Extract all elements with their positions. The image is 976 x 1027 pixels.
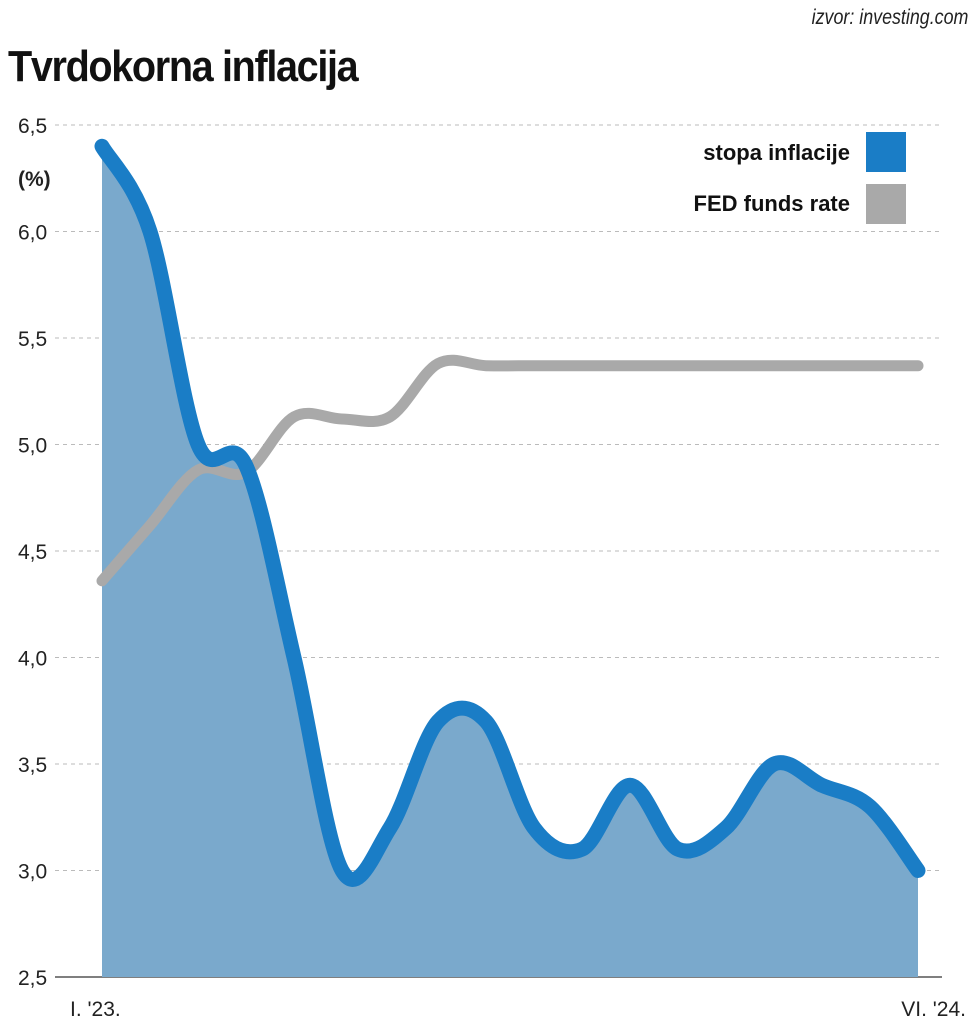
source-note: izvor: investing.com	[811, 6, 968, 29]
x-label-start: I. '23.	[70, 998, 121, 1021]
y-tick-label: 3,0	[18, 861, 47, 884]
legend-label-inflation: stopa inflacije	[703, 140, 850, 165]
y-tick-label: 6,0	[18, 222, 47, 245]
legend-label-fed: FED funds rate	[694, 191, 850, 216]
y-unit-label: (%)	[18, 168, 51, 191]
inflation-area	[102, 146, 918, 978]
fed-funds-line	[96, 354, 924, 587]
y-tick-label: 3,5	[18, 754, 47, 777]
y-tick-label: 6,5	[18, 115, 47, 138]
x-label-end: VI. '24.	[901, 998, 966, 1021]
chart-title: Tvrdokorna inflacija	[8, 42, 359, 91]
y-tick-label: 5,0	[18, 435, 47, 458]
y-tick-label: 5,5	[18, 328, 47, 351]
legend: stopa inflacije FED funds rate	[694, 132, 906, 224]
y-tick-label: 2,5	[18, 967, 47, 990]
legend-swatch-fed	[866, 184, 906, 224]
legend-swatch-inflation	[866, 132, 906, 172]
y-tick-label: 4,0	[18, 648, 47, 671]
inflation-line	[94, 138, 926, 887]
y-tick-label: 4,5	[18, 541, 47, 564]
